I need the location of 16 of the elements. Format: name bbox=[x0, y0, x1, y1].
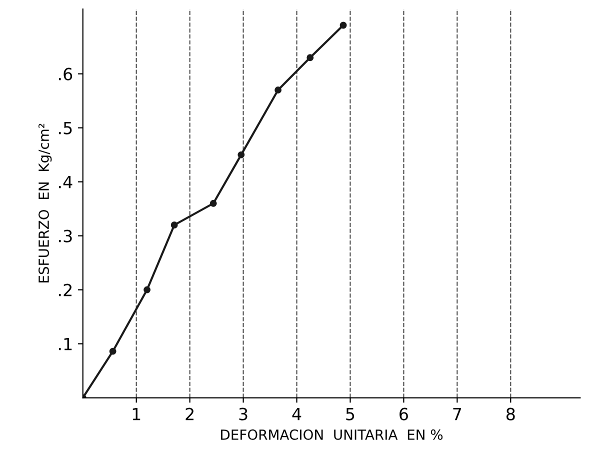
y-tick-label: .6 bbox=[59, 68, 72, 80]
y-tick-label: .5 bbox=[59, 122, 72, 134]
y-tick-label: .2 bbox=[59, 284, 72, 296]
x-tick-label: 8 bbox=[506, 408, 515, 420]
x-tick-label: 3 bbox=[239, 408, 248, 420]
x-tick-label: 4 bbox=[292, 408, 302, 420]
x-tick-label: 1 bbox=[132, 408, 140, 420]
x-tick-label: 7 bbox=[453, 408, 462, 420]
y-tick-label: .4 bbox=[59, 176, 72, 188]
x-tick-label: 2 bbox=[186, 408, 194, 420]
y-tick-label: .1 bbox=[59, 338, 72, 350]
y-tick-label: .3 bbox=[59, 230, 72, 242]
y-axis-title: ESFUERZO EN Kg/cm² bbox=[38, 124, 52, 282]
x-tick-label: 6 bbox=[400, 408, 408, 420]
x-axis-title: DEFORMACION UNITARIA EN % bbox=[221, 429, 443, 440]
x-tick-label: 5 bbox=[346, 408, 354, 420]
